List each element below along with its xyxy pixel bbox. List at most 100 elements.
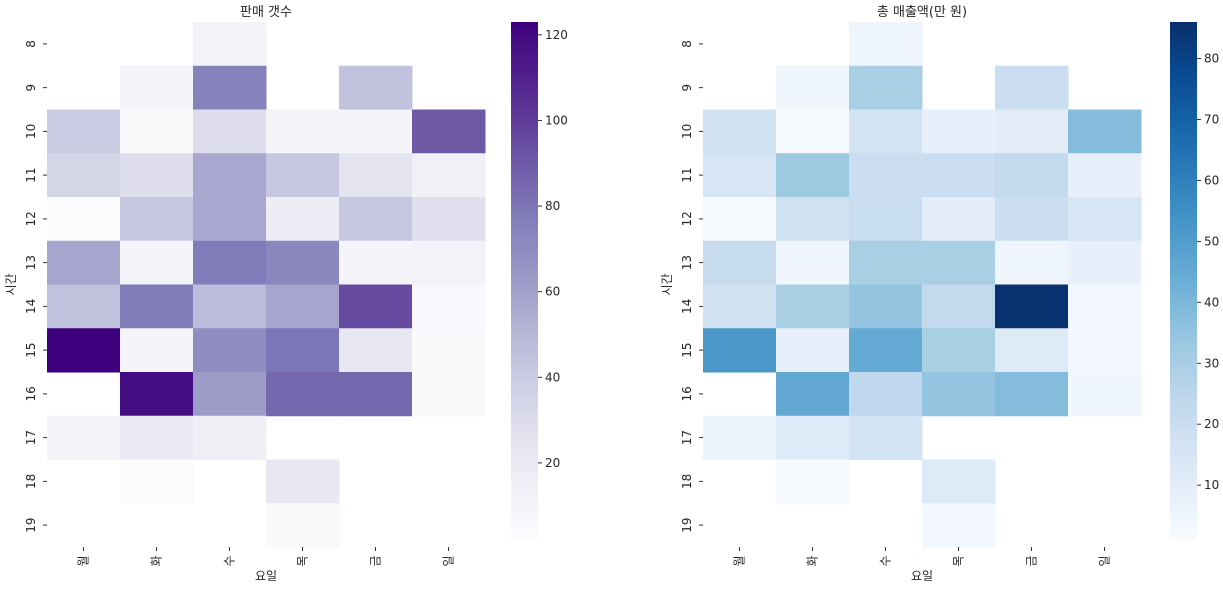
heatmap-cell [120,153,194,198]
heatmap-cell [120,109,194,154]
heatmap-cell [849,197,923,242]
y-tick-label: 9 [24,84,38,92]
heatmap-cell [922,459,996,504]
y-tick-label: 12 [24,211,38,226]
colorbar-tick-label: 30 [1204,356,1219,370]
heatmap-cell [120,459,194,504]
heatmap-cell [1068,197,1142,242]
heatmap-cell [47,284,121,329]
heatmap-cell [120,197,194,242]
x-axis-label: 요일 [255,569,277,583]
heatmap-cell [922,284,996,329]
heatmap-cell [412,372,486,417]
colorbar-tick-label: 60 [1204,173,1219,187]
heatmap-cell [995,284,1069,329]
colorbar-tick-label: 10 [1204,478,1219,492]
heatmap-cell [703,415,777,460]
y-tick-label: 11 [680,167,694,182]
heatmap-cell [47,415,121,460]
heatmap-cell [703,197,777,242]
heatmap-cell [120,328,194,373]
heatmap-cell [412,153,486,198]
heatmap-cell [266,503,340,548]
colorbar-tick-label: 80 [545,199,560,213]
x-axis-label: 요일 [911,569,933,583]
heatmap-cell [193,153,267,198]
y-tick-label: 9 [680,84,694,92]
heatmap-cell [47,328,121,373]
y-tick-label: 17 [24,430,38,445]
heatmap-cell [849,153,923,198]
heatmap-cell [776,415,850,460]
y-tick-label: 12 [680,211,694,226]
heatmap-cell [339,65,413,110]
colorbar-tick-label: 20 [545,456,560,470]
heatmap-cell [339,109,413,154]
heatmap-cell [412,284,486,329]
heatmap-cell [995,153,1069,198]
x-tick-label: 금 [1025,555,1039,566]
x-tick-label: 월 [77,555,91,566]
x-tick-label: 수 [879,555,893,566]
heatmap-cell [1068,109,1142,154]
heatmap-cell [266,153,340,198]
colorbar-tick-label: 120 [545,28,568,42]
heatmap-cell [995,328,1069,373]
y-tick-label: 14 [24,299,38,314]
heatmap-cell [412,109,486,154]
heatmap-cell [849,22,923,67]
heatmap-cell [193,109,267,154]
heatmap-cell [922,503,996,548]
y-tick-label: 18 [24,474,38,489]
heatmap-cell [1068,372,1142,417]
heatmap-cell [120,372,194,417]
y-axis-label: 시간 [4,273,18,295]
heatmap-cell [193,328,267,373]
heatmap-cell [47,109,121,154]
heatmap-cell [120,65,194,110]
heatmap-cell [922,328,996,373]
heatmap-cell [776,153,850,198]
heatmap-cell [849,240,923,285]
x-tick-label: 금 [369,555,383,566]
y-tick-label: 11 [24,167,38,182]
heatmap-cell [339,372,413,417]
heatmap-cell [412,240,486,285]
heatmap-cell [266,109,340,154]
heatmap-cell [339,197,413,242]
heatmap-cell [995,65,1069,110]
heatmap-cell [339,240,413,285]
heatmap-cell [922,372,996,417]
heatmap-cell [995,197,1069,242]
heatmap-cell [193,415,267,460]
heatmap-cell [266,459,340,504]
colorbar-tick-label: 20 [1204,417,1219,431]
heatmap-cell [849,284,923,329]
y-tick-label: 19 [680,517,694,532]
x-tick-label: 목 [952,555,966,566]
heatmap-cell [1068,153,1142,198]
y-tick-label: 18 [680,474,694,489]
heatmap-cell [266,328,340,373]
heatmap-cell [266,284,340,329]
heatmap-cell [995,240,1069,285]
y-tick-label: 19 [24,517,38,532]
heatmap-cell [47,240,121,285]
heatmap-cell [776,109,850,154]
heatmap-cell [412,197,486,242]
heatmap-cell [849,415,923,460]
heatmap-cell [776,459,850,504]
y-axis-label: 시간 [660,273,674,295]
y-tick-label: 16 [680,386,694,401]
colorbar-tick-label: 40 [545,370,560,384]
heatmap-cell [849,372,923,417]
heatmap-cell [266,372,340,417]
heatmap-cell [193,284,267,329]
x-tick-label: 일 [442,555,456,566]
heatmap-cell [776,65,850,110]
heatmap-cell [193,372,267,417]
heatmap-cell [1068,284,1142,329]
x-tick-label: 화 [806,555,820,566]
y-tick-label: 10 [24,124,38,139]
colorbar [511,22,538,540]
